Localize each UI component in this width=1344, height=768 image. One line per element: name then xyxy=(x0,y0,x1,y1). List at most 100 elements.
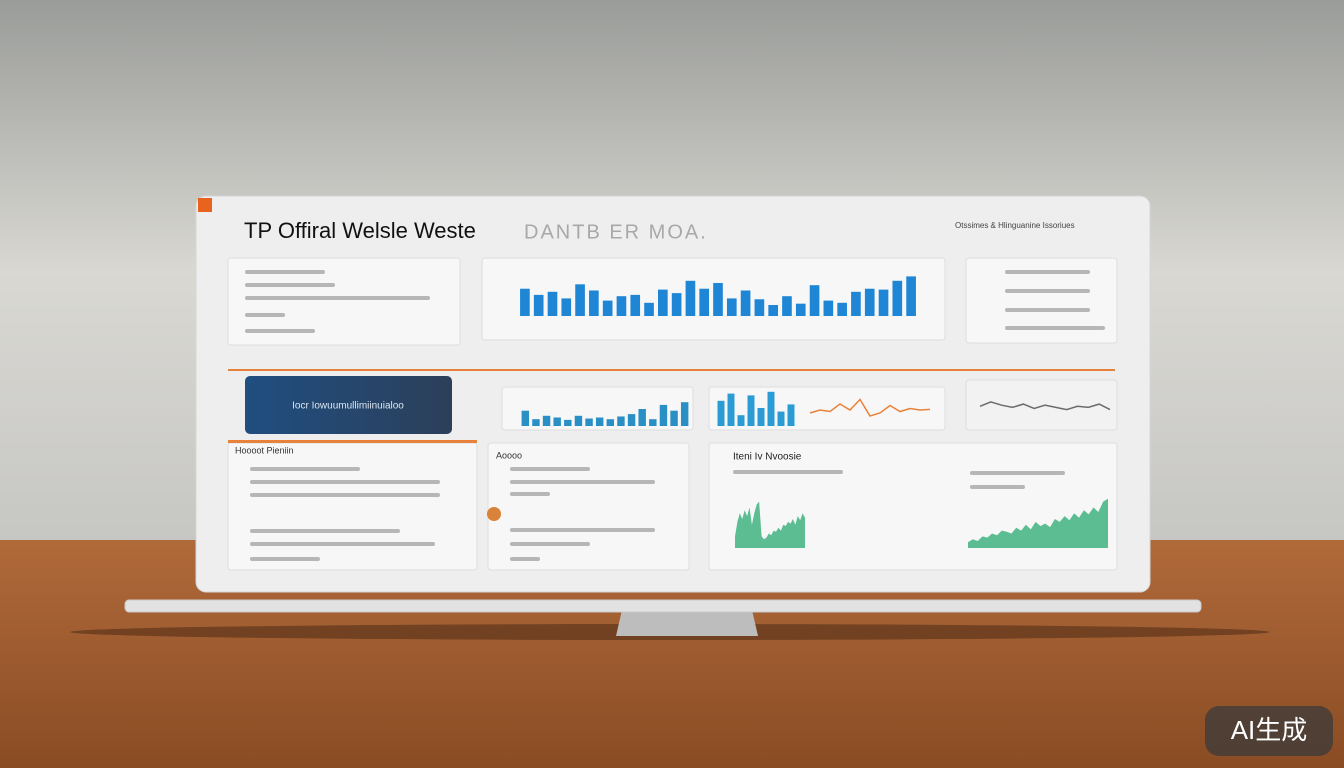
text-line xyxy=(510,557,540,561)
bar xyxy=(553,417,561,426)
text-line xyxy=(245,296,430,300)
panel-title: Iteni Iv Nvoosie xyxy=(733,452,802,463)
site-title: TP Offiral Welsle Weste xyxy=(244,218,476,243)
bar xyxy=(561,298,572,316)
bar xyxy=(777,411,785,426)
bar xyxy=(740,290,751,316)
text-line xyxy=(1005,270,1090,274)
text-line xyxy=(1005,289,1090,293)
bar xyxy=(521,410,530,426)
bar xyxy=(649,419,657,426)
bar xyxy=(727,393,735,426)
site-subtitle: DANTB ER MOA. xyxy=(524,221,708,243)
bar xyxy=(564,419,572,426)
text-line xyxy=(510,467,590,471)
bar xyxy=(542,415,551,426)
bar xyxy=(658,289,668,316)
watermark-bg xyxy=(1205,706,1333,756)
bar xyxy=(575,284,585,316)
line xyxy=(809,398,931,417)
area xyxy=(735,501,805,548)
list-panel xyxy=(965,257,1118,344)
bar xyxy=(671,293,682,316)
bar xyxy=(533,294,544,316)
panel-title: Hoooot Pieniin xyxy=(235,445,294,455)
bar xyxy=(906,276,916,316)
bar xyxy=(670,410,678,426)
bar xyxy=(837,302,847,316)
text-line xyxy=(245,329,315,333)
bar xyxy=(630,294,641,316)
primary-button[interactable] xyxy=(245,376,452,434)
text-line xyxy=(510,528,655,532)
left-panel xyxy=(227,442,478,571)
stand xyxy=(616,610,758,636)
bar xyxy=(520,288,530,316)
text-line xyxy=(245,283,335,287)
bar xyxy=(585,418,593,426)
mini-panel xyxy=(965,379,1118,431)
panel-title: Aoooo xyxy=(496,450,522,460)
area xyxy=(968,498,1108,548)
bar xyxy=(602,300,613,316)
text-line xyxy=(510,480,655,484)
text-line xyxy=(1005,326,1105,330)
text-line xyxy=(510,542,590,546)
bar xyxy=(726,298,737,316)
panel-accent xyxy=(228,440,477,443)
bar xyxy=(809,285,820,316)
text-line xyxy=(970,485,1025,489)
line xyxy=(979,401,1111,411)
text-line xyxy=(250,557,320,561)
bar xyxy=(782,296,792,316)
text-line xyxy=(733,470,843,474)
text-line xyxy=(250,542,435,546)
bar xyxy=(685,280,696,316)
bar xyxy=(617,416,625,426)
text-line xyxy=(1005,308,1090,312)
bar xyxy=(659,404,668,426)
bar xyxy=(589,290,599,316)
bar xyxy=(747,395,755,426)
watermark: AI生成 xyxy=(1231,715,1308,745)
bar xyxy=(547,291,558,316)
bar xyxy=(768,305,778,316)
bar xyxy=(851,291,861,316)
bar xyxy=(627,414,636,426)
text-line xyxy=(250,467,360,471)
bar xyxy=(532,419,540,426)
bar xyxy=(787,404,795,426)
bar xyxy=(878,289,889,316)
bar xyxy=(680,402,689,426)
icon xyxy=(487,507,501,521)
text-line xyxy=(250,480,440,484)
bar xyxy=(823,300,834,316)
text-line xyxy=(510,492,550,496)
bar xyxy=(595,417,604,426)
bar xyxy=(574,415,583,426)
text-line xyxy=(245,270,325,274)
middle-panel xyxy=(487,442,690,571)
text-line xyxy=(250,493,440,497)
bar xyxy=(699,288,710,316)
bar xyxy=(864,288,875,316)
bar xyxy=(737,415,745,426)
corner-accent xyxy=(198,198,212,212)
bar xyxy=(757,408,765,426)
bar xyxy=(638,409,646,426)
text-line xyxy=(250,529,400,533)
bar xyxy=(795,303,806,316)
bar xyxy=(713,283,723,316)
bar xyxy=(892,280,903,316)
bar xyxy=(754,299,765,316)
info-panel xyxy=(227,257,461,346)
divider xyxy=(228,369,1115,371)
text-line xyxy=(245,313,285,317)
bar xyxy=(606,419,615,426)
monitor-base xyxy=(124,599,1202,613)
bar xyxy=(644,302,654,316)
button-label[interactable]: Iocr Iowuumullimiinuialoo xyxy=(292,401,404,412)
text-line xyxy=(970,471,1065,475)
header-meta: Otssimes & Hlinguanine Issoriues xyxy=(955,221,1075,230)
